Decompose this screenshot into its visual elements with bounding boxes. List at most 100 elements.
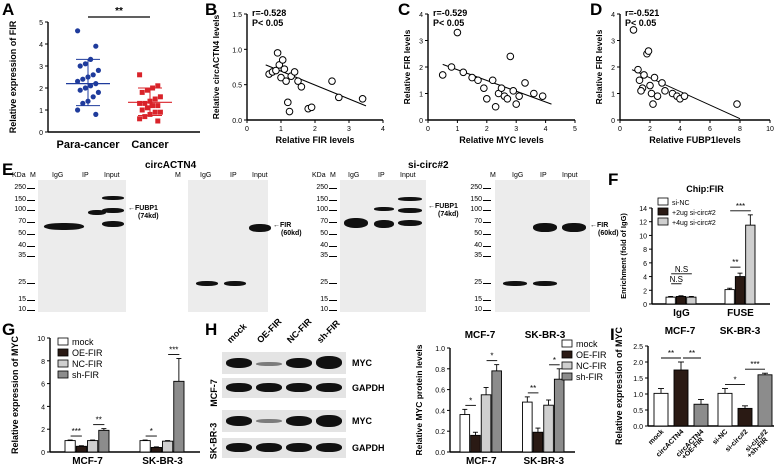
y-tick-label: 14 <box>639 206 647 213</box>
y-tick-label: 4 <box>643 275 647 282</box>
data-point <box>650 73 659 82</box>
y-tick-label: 0.2 <box>435 429 445 436</box>
x-tick-label: 10 <box>766 126 774 133</box>
blot-1-lane-input: Input <box>104 172 120 179</box>
significance-label: N.S <box>670 275 683 284</box>
h-gapdh-skbr3-2 <box>256 443 282 452</box>
h-myc-mcf7-nc <box>286 358 312 368</box>
mw-marker-tick <box>27 246 35 247</box>
h-gapdh-mcf7-2 <box>256 383 282 392</box>
mw-marker-label: 50 <box>320 230 328 237</box>
data-point-circle <box>77 87 83 93</box>
data-point-square <box>137 116 143 122</box>
mw-marker-tick <box>329 234 337 235</box>
y-tick-label: 3 <box>39 64 43 71</box>
chart-d-scatter: 0 1 2 3 4 0 2 4 6 8 10 Relative FIR levels Relative … <box>594 8 774 145</box>
legend-label: sh-FIR <box>72 370 100 380</box>
bar <box>737 407 753 427</box>
data-point-circle <box>93 43 99 49</box>
h-lane-mock: mock <box>224 321 249 345</box>
significance-label: ** <box>732 258 738 267</box>
y-tick-label: 2.5 <box>633 344 643 351</box>
x-tick-label: 3 <box>347 126 351 133</box>
y-tick-label: 0.0 <box>435 450 445 457</box>
mw-marker-label: 25 <box>320 279 328 286</box>
h-cell-skbr3: SK-BR-3 <box>208 422 219 460</box>
bar <box>757 374 773 427</box>
y-tick-label: 6 <box>643 261 647 268</box>
x-tick-label: 2 <box>485 126 489 133</box>
y-tick-label: 0.4 <box>435 408 445 415</box>
blot-2 <box>188 180 268 312</box>
significance-label: *** <box>736 202 745 211</box>
data-point <box>644 47 653 55</box>
data-point-square <box>152 96 158 102</box>
category-label: MCF-7 <box>72 456 103 467</box>
category-label: MCF-7 <box>466 456 497 467</box>
category-label: SK-BR-3 <box>523 456 564 467</box>
y-tick-label: 1 <box>611 92 615 99</box>
mw-marker-label: 150 <box>470 196 482 203</box>
fir-label: FIR <box>280 222 292 229</box>
y-tick-label: 8 <box>643 247 647 254</box>
panel-label-c: C <box>398 0 411 19</box>
fubp1-label: FUBP1 <box>135 205 158 212</box>
blot-1-fubp1-label: ←FUBP1 <box>128 205 158 212</box>
legend-swatch <box>57 370 69 379</box>
bar <box>653 392 669 427</box>
mw-marker-tick <box>329 188 337 189</box>
panel-label-e: E <box>2 160 14 179</box>
chart-a-scatter: 0 1 2 3 4 5 Relative expression of FIR Para-can… <box>8 6 200 151</box>
mw-marker-tick <box>329 246 337 247</box>
y-tick-label: 0.5 <box>633 408 643 415</box>
category-label: IgG <box>673 308 690 319</box>
bar <box>717 392 733 427</box>
legend-label: NC-FIR <box>576 361 607 371</box>
data-point-square <box>137 72 143 78</box>
mw-marker-tick <box>27 210 35 211</box>
h-blot-myc-mcf7 <box>222 352 346 374</box>
blot-2-lane-igg: IgG <box>200 172 212 179</box>
data-point-square <box>150 103 156 109</box>
data-point-square <box>157 109 163 115</box>
h-protein-myc-2: MYC <box>352 416 372 426</box>
blot-3-band-input-2 <box>398 208 422 213</box>
data-point-circle <box>75 78 81 84</box>
bar <box>491 370 502 453</box>
h-gapdh-skbr3-3 <box>286 443 312 452</box>
mw-marker-tick <box>483 234 491 235</box>
mw-marker-label: 100 <box>14 206 26 213</box>
blot-2-fir-label: ←FIR <box>273 222 292 229</box>
blot-1 <box>38 180 126 312</box>
blot-4-band-igg-low <box>503 281 527 286</box>
legend-label: si-NC <box>672 200 690 207</box>
panel-label-f: F <box>608 170 619 189</box>
significance-label: ** <box>689 349 695 358</box>
data-point-square <box>142 114 148 120</box>
blot-3-lane-igg: IgG <box>348 172 360 179</box>
bar <box>470 434 481 453</box>
significance-label: *** <box>750 360 759 369</box>
legend-label: +4ug si-circ#2 <box>672 220 716 227</box>
blot-1-lane-ip: IP <box>82 172 89 179</box>
h-myc-skbr3-sh <box>316 415 342 427</box>
y-axis-label: Relative circACTN4 levels <box>211 15 221 120</box>
blot-1-band-input-2 <box>102 208 124 213</box>
y-tick-label: 0 <box>39 130 43 137</box>
blot-4-band-ip-fir <box>533 223 557 232</box>
x-tick-label: 2 <box>313 126 317 133</box>
mw-marker-label: 40 <box>474 242 482 249</box>
data-point-circle <box>93 111 99 117</box>
significance-label: * <box>733 376 736 385</box>
mw-marker-tick <box>27 283 35 284</box>
blot-1-band-input-3 <box>102 221 124 227</box>
data-point-square <box>142 100 148 106</box>
blot-2-fir-kd: (60kd) <box>281 230 302 237</box>
data-point <box>506 52 515 61</box>
y-tick-label: 2 <box>643 288 647 295</box>
blot-3-kda: KDa <box>312 172 326 179</box>
data-point-square <box>155 83 161 89</box>
bar <box>745 224 756 305</box>
bar <box>675 296 687 305</box>
data-point <box>480 84 488 92</box>
